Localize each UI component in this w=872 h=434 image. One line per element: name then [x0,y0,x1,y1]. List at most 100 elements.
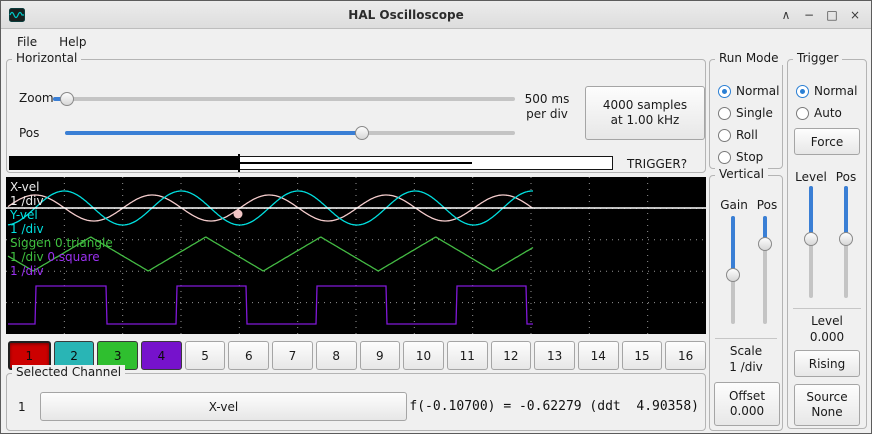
capture-buffer-bar[interactable] [9,154,613,172]
radio-label: Roll [736,128,758,142]
channel-button-5[interactable]: 5 [184,341,226,370]
scope-display[interactable]: X-vel 1 /div Y-vel 1 /div Siggen 0.triangle 1… [6,177,706,334]
trigger-status-label: TRIGGER? [627,157,688,171]
horizontal-group: Horizontal Zoom 500 ms per div 4000 samp… [6,51,706,173]
run-mode-option-single[interactable]: Single [718,106,773,120]
channel-button-13[interactable]: 13 [534,341,575,370]
zoom-label: Zoom [19,91,54,105]
trigger-level-header: Level [795,170,827,184]
radio-label: Auto [814,106,842,120]
window-controls: ∧ − □ × [776,1,865,29]
separator [715,338,777,339]
channel-button-12[interactable]: 12 [490,341,532,370]
force-button[interactable]: Force [794,128,860,155]
separator [793,308,861,309]
trigger-level-slider[interactable] [802,186,820,298]
trigger-group-title: Trigger [793,51,843,65]
slider-groove [53,97,515,101]
offset-button[interactable]: Offset 0.000 [714,382,780,426]
radio-label: Single [736,106,773,120]
offset-button-value: 0.000 [729,404,765,418]
slider-fill [809,186,813,239]
slider-fill [65,131,362,135]
menu-help[interactable]: Help [59,35,87,49]
window-title: HAL Oscilloscope [348,8,464,22]
slider-groove [763,216,767,324]
shade-button[interactable]: ∧ [781,8,791,22]
slider-fill [763,216,767,245]
buffer-filled-region [9,156,239,170]
samples-button[interactable]: 4000 samples at 1.00 kHz [585,86,705,140]
maximize-button[interactable]: □ [826,8,838,22]
trigger-pos-header: Pos [835,170,857,184]
titlebar[interactable]: HAL Oscilloscope ∧ − □ × [1,1,871,29]
channel-button-6[interactable]: 6 [228,341,270,370]
trigger-level-readout-label: Level [811,314,843,328]
minimize-button[interactable]: − [803,8,815,22]
channel-name-button[interactable]: X-vel [40,392,407,421]
app-icon [9,8,25,22]
channel-value-readout: f(-0.10700) = -0.62279 (ddt 4.90358) [409,399,699,414]
trigger-pos-slider[interactable] [837,186,855,298]
force-button-label: Force [810,134,844,149]
trigger-pos-slider-handle[interactable] [839,231,853,246]
trace-X-vel [7,194,534,222]
pos-slider[interactable] [65,124,515,142]
slider-fill [731,216,735,276]
trigger-source-value: None [811,405,843,419]
channel-button-16[interactable]: 16 [665,341,706,370]
scale-readout-label: Scale [729,344,763,358]
time-per-div-value: 500 ms [524,92,570,106]
menu-file[interactable]: File [17,35,38,49]
scale-readout-value: 1 /div [729,360,763,374]
vertical-pos-slider[interactable] [756,216,774,324]
trace-Y-vel [7,190,533,226]
channel-button-4[interactable]: 4 [141,341,182,370]
radio-icon [718,128,731,142]
channel-button-10[interactable]: 10 [403,341,444,370]
channel-button-14[interactable]: 14 [577,341,619,370]
trace-Siggen-0-triangle [7,236,534,272]
pos-slider-handle[interactable] [355,126,369,140]
offset-button-label: Offset [728,389,766,403]
close-button[interactable]: × [849,8,861,22]
selected-channel-group: Selected Channel 1 X-vel f(-0.10700) = -… [6,365,706,431]
time-per-div-unit: per div [526,107,568,121]
channel-button-9[interactable]: 9 [359,341,401,370]
radio-icon [718,84,731,98]
channel-button-row: 1 2 3 4 5 6 7 8 9 10 11 12 13 14 15 16 [8,341,706,370]
channel-button-8[interactable]: 8 [315,341,357,370]
trigger-mode-option-auto[interactable]: Auto [796,106,842,120]
run-mode-option-roll[interactable]: Roll [718,128,758,142]
trigger-edge-button[interactable]: Rising [794,350,860,377]
trigger-group: Trigger Force Level Pos Level 0.000 Risi… [787,51,867,429]
vertical-pos-header: Pos [756,198,778,212]
vertical-gain-slider[interactable] [724,216,742,324]
channel-button-15[interactable]: 15 [621,341,663,370]
zoom-slider-handle[interactable] [59,92,74,106]
channel-button-11[interactable]: 11 [446,341,488,370]
run-mode-option-normal[interactable]: Normal [718,84,779,98]
trigger-mode-option-normal[interactable]: Normal [796,84,857,98]
trigger-marker-dot [233,209,243,219]
run-mode-option-stop[interactable]: Stop [718,150,763,164]
time-per-div-label: 500 ms per div [513,92,581,122]
vertical-group: Vertical Gain Pos Scale 1 /div Offset 0.… [709,167,783,431]
trigger-level-readout-value: 0.000 [809,330,845,344]
samples-count: 4000 samples [602,98,688,112]
selected-channel-number: 1 [18,400,26,414]
vertical-gain-slider-handle[interactable] [726,268,740,283]
buffer-position-marker[interactable] [238,154,240,172]
radio-icon [718,106,731,120]
menubar: File Help [1,29,871,55]
channel-button-7[interactable]: 7 [272,341,313,370]
vertical-pos-slider-handle[interactable] [758,237,772,252]
radio-label: Normal [814,84,858,98]
trigger-level-slider-handle[interactable] [804,231,818,246]
run-mode-group-title: Run Mode [715,51,783,65]
selected-channel-group-title: Selected Channel [12,365,126,379]
zoom-slider[interactable] [53,90,515,108]
trigger-source-button[interactable]: Source None [794,384,860,426]
trigger-source-label: Source [806,390,848,404]
